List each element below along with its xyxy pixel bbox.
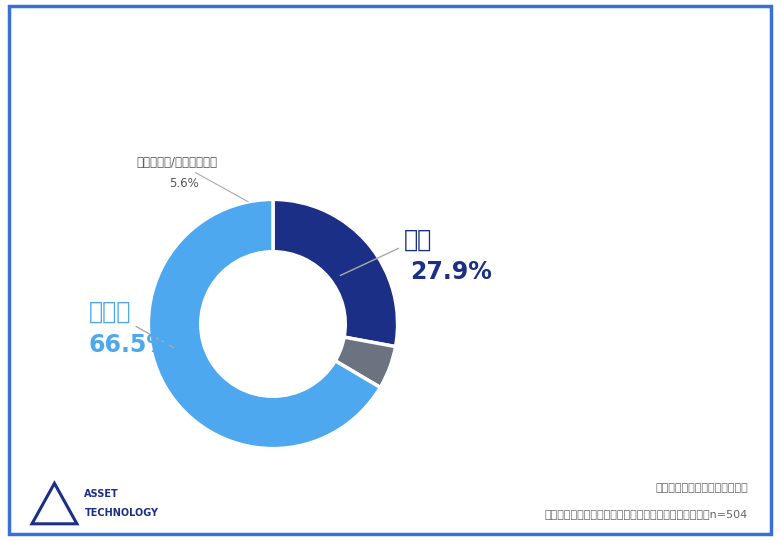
- Text: 「設備保証サービス」に加入していますか。: 「設備保証サービス」に加入していますか。: [89, 113, 289, 131]
- Wedge shape: [335, 337, 395, 387]
- Text: 27.9%: 27.9%: [410, 260, 492, 284]
- Text: 賃貸マンションオーナーの設備管理に関する実態調査｜n=504: 賃貸マンションオーナーの設備管理に関する実態調査｜n=504: [544, 509, 748, 519]
- Text: TECHNOLOGY: TECHNOLOGY: [84, 508, 158, 518]
- Wedge shape: [273, 199, 398, 347]
- Text: 5.6%: 5.6%: [169, 177, 200, 190]
- Text: 66.5%: 66.5%: [89, 333, 171, 357]
- Text: Q7: Q7: [30, 95, 58, 113]
- Text: ASSET: ASSET: [84, 489, 119, 499]
- Wedge shape: [148, 199, 381, 449]
- Text: はい: はい: [340, 227, 432, 275]
- Text: いいえ: いいえ: [89, 300, 173, 348]
- Text: わからない/答えられない: わからない/答えられない: [136, 156, 248, 202]
- Text: アセットテクノロジー株式会社: アセットテクノロジー株式会社: [655, 483, 748, 493]
- Text: あなたは、賃貸マンションのオーナー様向けの: あなたは、賃貸マンションのオーナー様向けの: [89, 83, 300, 100]
